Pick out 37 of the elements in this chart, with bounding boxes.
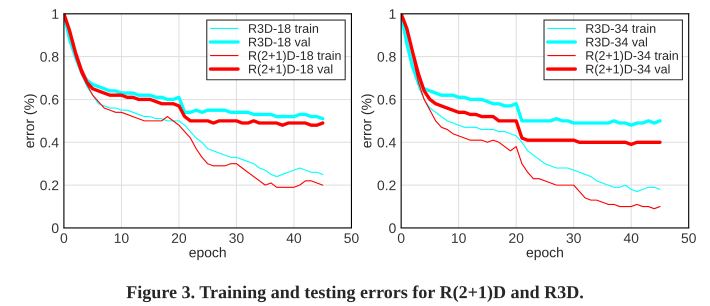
- x-tick-label: 20: [172, 233, 186, 244]
- y-tick-label: 0.2: [378, 180, 396, 190]
- x-tick-label: 50: [682, 233, 696, 244]
- x-tick-label: 10: [114, 233, 129, 244]
- legend-label: R3D-34 val: [586, 37, 647, 46]
- x-tick-label: 10: [452, 233, 466, 244]
- y-tick-label: 0.2: [40, 180, 58, 190]
- x-tick-label: 0: [398, 233, 404, 244]
- x-tick-label: 0: [60, 233, 68, 244]
- y-tick-label: 0.6: [40, 94, 58, 105]
- legend-label: R3D-18 val: [249, 37, 310, 46]
- y-tick-label: 0.4: [40, 138, 59, 148]
- legend-label: R3D-18 train: [249, 24, 318, 33]
- legend-label: R(2+1)D-34 train: [586, 50, 678, 62]
- y-tick-label: 0: [52, 223, 58, 234]
- legend-label: R(2+1)D-18 val: [249, 64, 332, 76]
- y-tick-label: 0.6: [378, 94, 396, 105]
- legend-label: R(2+1)D-18 train: [249, 50, 341, 62]
- y-tick-label: 0: [389, 223, 396, 234]
- y-tick-label: 1: [52, 9, 58, 19]
- x-tick-label: 50: [344, 233, 359, 244]
- x-tick-label: 30: [229, 233, 244, 244]
- y-tick-label: 1: [390, 9, 396, 19]
- y-axis-title: error (%): [24, 94, 37, 148]
- y-axis-title: error (%): [361, 94, 374, 148]
- y-tick-label: 0.4: [378, 138, 396, 148]
- x-tick-label: 40: [286, 233, 302, 244]
- y-tick-label: 0.8: [378, 52, 396, 62]
- legend-label: R(2+1)D-34 val: [586, 64, 670, 76]
- x-axis-title: epoch: [189, 247, 226, 260]
- legend-label: R3D-34 train: [586, 24, 656, 33]
- x-tick-label: 30: [566, 233, 581, 244]
- y-tick-label: 0.8: [40, 52, 58, 62]
- x-tick-label: 20: [509, 233, 524, 244]
- x-tick-label: 40: [624, 233, 638, 244]
- caption: Figure 3. Training and testing errors for R(2+1)D and R3D.: [126, 285, 583, 302]
- x-axis-title: epoch: [526, 247, 563, 260]
